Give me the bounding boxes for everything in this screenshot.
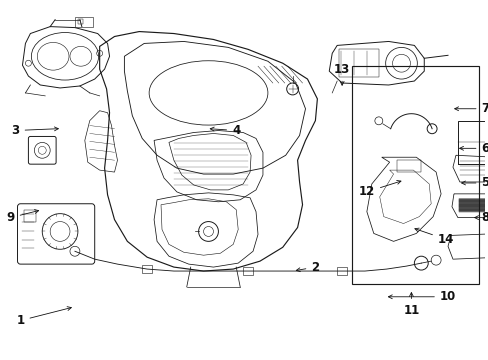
Text: 14: 14 <box>414 228 453 246</box>
Text: 1: 1 <box>17 307 71 327</box>
Text: 5: 5 <box>461 176 488 189</box>
Text: 10: 10 <box>387 290 455 303</box>
Text: 12: 12 <box>358 180 400 198</box>
Text: 13: 13 <box>333 63 349 85</box>
Text: 3: 3 <box>11 124 58 137</box>
Text: 9: 9 <box>6 210 39 224</box>
Text: 2: 2 <box>296 261 319 274</box>
Bar <box>78 19 82 24</box>
Bar <box>243 267 252 275</box>
Bar <box>75 17 93 27</box>
Bar <box>339 49 378 77</box>
Text: 7: 7 <box>454 102 488 115</box>
Bar <box>24 210 36 221</box>
Text: 4: 4 <box>210 124 240 137</box>
Text: 6: 6 <box>459 142 488 155</box>
Text: 11: 11 <box>403 293 419 317</box>
Bar <box>457 121 488 164</box>
Bar <box>351 66 478 284</box>
Text: 8: 8 <box>474 211 488 224</box>
Bar <box>396 160 421 172</box>
Bar <box>142 265 152 273</box>
Bar <box>337 267 346 275</box>
